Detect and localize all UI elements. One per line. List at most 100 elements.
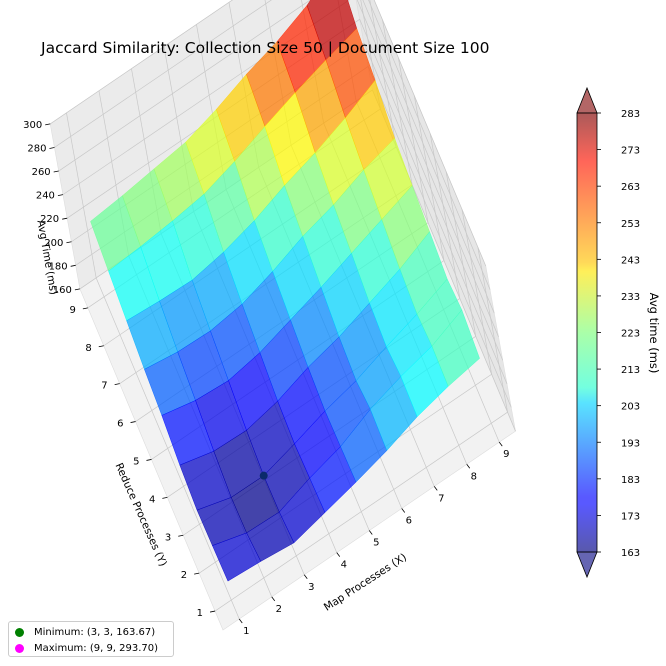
legend: Minimum: (3, 3, 163.67) Maximum: (9, 9, … [8, 621, 174, 657]
x-axis-label: Map Processes (X) [322, 551, 409, 613]
x-tick [238, 618, 243, 624]
colorbar-tick-label: 163 [621, 548, 640, 559]
back-grid-z [50, 0, 234, 125]
colorbar-tick-label: 253 [621, 219, 640, 230]
side-grid-y [429, 133, 461, 299]
z-tick-label: 280 [27, 143, 46, 154]
y-tick [178, 534, 184, 537]
back-grid-x [66, 112, 97, 278]
x-tick-label: 7 [438, 493, 444, 504]
back-grid-z [58, 0, 311, 172]
legend-marker-maximum [15, 643, 24, 653]
x-tick [271, 596, 276, 602]
side-grid-z [367, 66, 512, 408]
side-grid-y [461, 209, 492, 375]
z-tick-label: 260 [32, 167, 51, 178]
x-tick-label: 6 [406, 515, 412, 526]
x-tick-label: 1 [243, 626, 249, 637]
colorbar-ticks: 163 173 183 193 203 213 223 233 243 253 263 273 283 [597, 109, 640, 559]
z-tick [45, 123, 51, 126]
z-tick [62, 217, 68, 220]
y-tick [146, 459, 152, 461]
y-tick-label: 5 [133, 456, 139, 467]
side-grid-z [373, 0, 487, 267]
legend-label-maximum: Maximum: (9, 9, 293.70) [34, 642, 159, 654]
x-tick-label: 3 [308, 582, 314, 593]
colorbar-top-extend [576, 86, 598, 114]
x-tick [401, 508, 406, 513]
x-tick-label: 5 [373, 538, 379, 549]
side-grid-y [382, 19, 413, 185]
minimum-marker [259, 471, 268, 480]
z-tick-label: 240 [36, 191, 55, 202]
colorbar-bottom-extend [576, 551, 598, 579]
x-tick-label: 9 [503, 449, 509, 460]
colorbar-tick-label: 213 [621, 365, 640, 376]
x-tick [466, 464, 471, 469]
x-tick [336, 552, 341, 557]
y-tick-label: 9 [69, 305, 75, 316]
legend-item-maximum: Maximum: (9, 9, 293.70) [15, 641, 158, 655]
z-axis-label: Avg Time (ms) [34, 219, 59, 296]
z-tick [74, 288, 80, 291]
y-tick-label: 2 [181, 570, 187, 581]
legend-label-minimum: Minimum: (3, 3, 163.67) [34, 626, 156, 638]
z-tick-label: 300 [23, 120, 42, 131]
z-tick [70, 264, 76, 267]
x-tick-label: 8 [471, 471, 477, 482]
x-tick [368, 530, 373, 535]
z-tick-label: 200 [44, 238, 63, 249]
x-tick [303, 574, 308, 579]
z-tick-label: 220 [40, 214, 59, 225]
side-grid-y [398, 57, 429, 223]
side-grid-z [359, 19, 504, 361]
x-tick [498, 441, 503, 447]
colorbar: 163173183193203213223233243253263273283 … [576, 86, 661, 579]
side-grid-y [445, 171, 477, 337]
z-tick-label: 160 [53, 285, 72, 296]
x-tick-label: 4 [341, 560, 347, 571]
side-grid-z [356, 0, 499, 337]
colorbar-tick-label: 193 [621, 438, 640, 449]
side-grid-z [368, 0, 491, 290]
y-tick-label: 4 [149, 494, 155, 505]
side-grid-z [362, 0, 495, 314]
y-tick-label: 8 [85, 343, 91, 354]
axis-ticks: 1 2 3 4 5 6 7 8 9 1 2 3 4 5 6 7 8 9 160 180 200 220 240 260 280 3… [23, 120, 509, 637]
x-tick-label: 2 [276, 604, 282, 615]
y-tick [162, 496, 168, 499]
floor-grid-y [214, 411, 508, 612]
back-grid-z [54, 0, 272, 148]
side-grid-y [477, 247, 508, 413]
colorbar-gradient [576, 112, 598, 553]
legend-item-minimum: Minimum: (3, 3, 163.67) [15, 625, 155, 639]
legend-marker-minimum [15, 627, 24, 637]
extremum-markers [259, 471, 268, 480]
surface-facet [431, 309, 480, 387]
z-tick [53, 170, 59, 173]
y-tick-label: 3 [165, 532, 171, 543]
colorbar-tick-label: 283 [621, 109, 640, 120]
y-tick-label: 1 [197, 608, 203, 619]
colorbar-tick-label: 173 [621, 511, 640, 522]
z-tick [49, 147, 55, 149]
colorbar-tick-label: 223 [621, 329, 640, 340]
z-tick [57, 194, 64, 197]
side-grid-y [369, 0, 397, 147]
y-tick-label: 6 [117, 419, 123, 430]
y-tick [114, 383, 120, 386]
colorbar-label: Avg time (ms) [647, 293, 661, 374]
colorbar-tick-label: 263 [621, 182, 640, 193]
y-tick [98, 345, 104, 348]
colorbar-tick-label: 233 [621, 292, 640, 303]
y-tick-label: 7 [101, 381, 107, 392]
surface-plot [90, 0, 480, 582]
colorbar-tick-label: 243 [621, 255, 640, 266]
x-tick [433, 486, 438, 491]
side-grid-z [363, 42, 508, 385]
y-tick [209, 610, 216, 613]
y-tick [130, 421, 136, 423]
chart-title: Jaccard Similarity: Collection Size 50 |… [40, 39, 489, 57]
y-tick [194, 572, 200, 575]
